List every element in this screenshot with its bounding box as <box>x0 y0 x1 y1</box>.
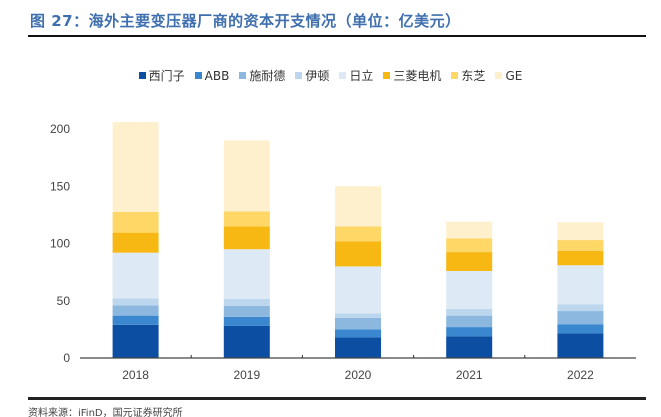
legend-label: 伊顿 <box>305 69 330 83</box>
bar-segment-三菱电机-2019 <box>223 226 270 250</box>
bar-segment-ABB-2019 <box>223 316 270 326</box>
legend-item: 伊顿 <box>295 67 329 84</box>
bar-segment-三菱电机-2022 <box>557 250 604 266</box>
legend-swatch <box>495 72 503 79</box>
x-tick-label: 2022 <box>567 368 594 382</box>
bar-segment-GE-2018 <box>112 122 159 213</box>
legend-item: ABB <box>194 67 230 84</box>
bar-segment-施耐德-2019 <box>223 305 270 317</box>
bar-segment-GE-2019 <box>223 140 270 212</box>
bar-segment-伊顿-2021 <box>446 308 493 316</box>
bar-segment-西门子-2020 <box>335 337 381 358</box>
bar-segment-ABB-2018 <box>112 315 159 325</box>
legend-label: 三菱电机 <box>393 69 442 83</box>
x-tick-label: 2020 <box>345 368 372 382</box>
figure-title: 图 27：海外主要变压器厂商的资本开支情况（单位：亿美元） <box>30 12 461 30</box>
legend-label: 施耐德 <box>249 69 286 83</box>
bar-segment-GE-2020 <box>335 186 381 227</box>
bar-segment-伊顿-2018 <box>112 298 159 306</box>
bar-segment-三菱电机-2020 <box>335 241 381 267</box>
legend-label: ABB <box>204 68 230 83</box>
bar-segment-日立-2018 <box>112 252 159 299</box>
bar-segment-ABB-2022 <box>557 324 604 334</box>
bar-segment-伊顿-2019 <box>223 299 270 306</box>
legend-item: 日立 <box>339 67 373 84</box>
bar-segment-日立-2020 <box>335 266 381 314</box>
y-tick-label: 50 <box>57 294 71 308</box>
legend-item: GE <box>495 67 522 84</box>
bar-segment-施耐德-2018 <box>112 305 159 316</box>
bar-segment-西门子-2018 <box>112 324 159 358</box>
bar-segment-东芝-2018 <box>112 212 159 233</box>
legend-label: 东芝 <box>461 69 486 83</box>
legend-swatch <box>383 72 391 79</box>
bar-segment-施耐德-2022 <box>557 311 604 325</box>
x-tick-label: 2018 <box>122 368 149 382</box>
bar-segment-GE-2022 <box>557 222 604 241</box>
legend-swatch <box>295 72 303 79</box>
legend-item: 施耐德 <box>239 67 285 84</box>
bar-segment-东芝-2021 <box>446 238 493 253</box>
x-tick-label: 2021 <box>456 368 483 382</box>
legend-label: 日立 <box>349 69 374 83</box>
title-divider <box>28 35 646 37</box>
bar-segment-伊顿-2020 <box>335 313 381 318</box>
bar-segment-西门子-2022 <box>557 333 604 358</box>
bar-segment-东芝-2019 <box>223 211 270 227</box>
footer-divider <box>28 397 646 400</box>
bar-segment-日立-2019 <box>223 249 270 300</box>
bar-segment-ABB-2021 <box>446 327 493 337</box>
bar-segment-伊顿-2022 <box>557 304 604 312</box>
y-tick-label: 200 <box>50 122 70 136</box>
legend-item: 东芝 <box>451 67 485 84</box>
legend: 西门子 ABB 施耐德 伊顿 日立 三菱电机 东芝 GE <box>0 67 661 84</box>
bar-segment-东芝-2022 <box>557 240 604 251</box>
bar-segment-施耐德-2021 <box>446 315 493 328</box>
legend-swatch <box>451 72 459 79</box>
x-tick-label: 2019 <box>233 368 260 382</box>
legend-swatch <box>239 72 247 79</box>
bar-segment-东芝-2020 <box>335 226 381 242</box>
legend-item: 三菱电机 <box>383 67 441 84</box>
bar-segment-ABB-2020 <box>335 329 381 338</box>
bar-segment-三菱电机-2018 <box>112 232 159 253</box>
legend-label: 西门子 <box>148 69 185 83</box>
bar-segment-日立-2021 <box>446 270 493 309</box>
bar-segment-日立-2022 <box>557 265 604 305</box>
bar-segment-施耐德-2020 <box>335 317 381 330</box>
bar-segment-GE-2021 <box>446 221 493 239</box>
y-tick-label: 100 <box>50 237 70 251</box>
legend-swatch <box>138 72 146 79</box>
source-note: 资料来源：iFinD，国元证券研究所 <box>28 408 183 417</box>
legend-item: 西门子 <box>138 67 185 84</box>
y-tick-label: 150 <box>50 179 70 193</box>
legend-swatch <box>339 72 347 79</box>
legend-swatch <box>194 72 202 79</box>
legend-label: GE <box>505 68 523 83</box>
bar-segment-西门子-2019 <box>223 325 270 358</box>
bar-segment-三菱电机-2021 <box>446 252 493 271</box>
bar-segment-西门子-2021 <box>446 336 493 358</box>
y-tick-label: 0 <box>63 351 70 365</box>
